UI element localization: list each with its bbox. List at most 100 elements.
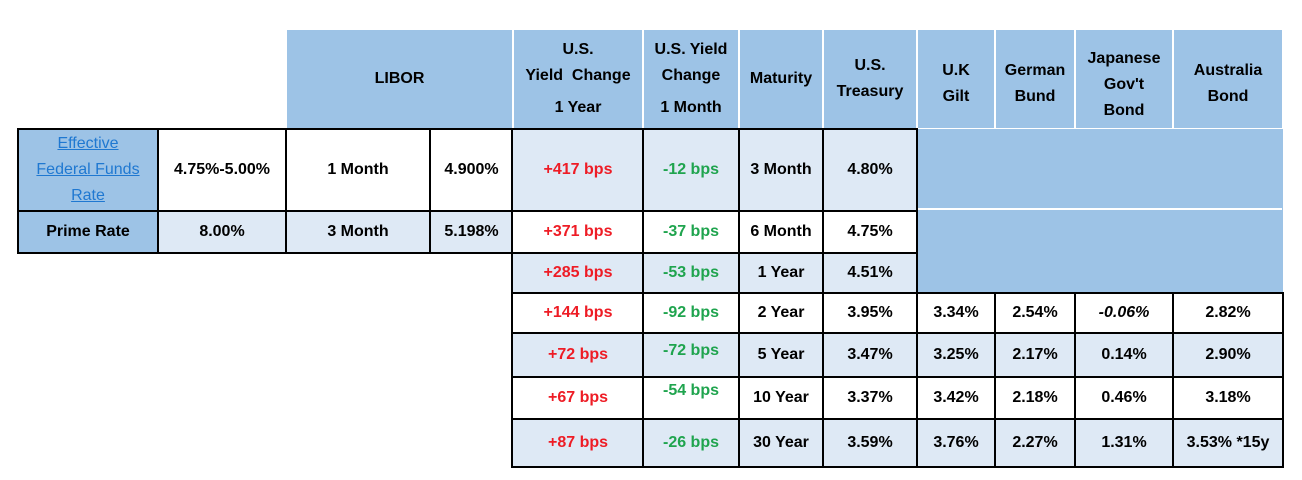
chg-1m-0-text: -12 bps	[662, 161, 719, 178]
table-row-2-treasury: 4.51%	[823, 253, 917, 293]
table-row-5-aus: 3.18%	[1173, 377, 1283, 419]
table-row-3-chg-1m: -92 bps	[643, 293, 739, 333]
jgb-3-text: -0.06%	[1098, 304, 1150, 321]
table-row-3-jgb: -0.06%	[1075, 293, 1173, 333]
maturity-1-text: 6 Month	[750, 223, 812, 240]
table-row-6-treasury: 3.59%	[823, 419, 917, 467]
table-row-5-maturity: 10 Year	[739, 377, 823, 419]
header-german-bund: German Bund	[995, 29, 1075, 129]
grid-line	[18, 128, 513, 130]
libor-rate-1-text: 4.900%	[444, 161, 499, 178]
table-row-4-gilt: 3.25%	[917, 333, 995, 377]
grid-line	[512, 466, 1284, 468]
table-row-6-chg-1m: -26 bps	[643, 419, 739, 467]
header-libor-label: LIBOR	[374, 70, 425, 87]
effective-fed-funds-link[interactable]: Effective Federal Funds Rate	[36, 131, 139, 209]
grid-line	[822, 128, 824, 468]
table-row-3-gilt: 3.34%	[917, 293, 995, 333]
jgb-6-text: 1.31%	[1101, 434, 1147, 451]
header-yield-change-1y-line3: 1 Year	[554, 99, 602, 116]
table-row-1-chg-1m: -37 bps	[643, 211, 739, 253]
table-row-5-chg-1y: +67 bps	[513, 377, 643, 419]
table-row-5-treasury: 3.37%	[823, 377, 917, 419]
chg-1m-1-text: -37 bps	[662, 223, 719, 240]
header-maturity: Maturity	[739, 29, 823, 129]
prime-rate-value: 8.00%	[158, 211, 286, 253]
maturity-5-text: 10 Year	[753, 389, 809, 406]
treasury-1-text: 4.75%	[847, 223, 893, 240]
foreign-bonds-empty-block-top	[917, 129, 1283, 209]
header-japanese-bond: Japanese Gov't Bond	[1075, 29, 1173, 129]
table-row-1-treasury: 4.75%	[823, 211, 917, 253]
grid-line	[1074, 292, 1076, 468]
header-yield-change-1m-line2: Change	[661, 67, 721, 84]
gilt-6-text: 3.76%	[933, 434, 979, 451]
treasury-5-text: 3.37%	[847, 389, 893, 406]
table-row-4-chg-1m: -72 bps	[643, 333, 739, 377]
table-row-4-aus: 2.90%	[1173, 333, 1283, 377]
header-uk-gilt: U.K Gilt	[917, 29, 995, 129]
chg-1y-1-text: +371 bps	[543, 223, 613, 240]
grid-line	[512, 332, 1284, 334]
table-row-2-chg-1y: +285 bps	[513, 253, 643, 293]
grid-line	[157, 128, 159, 254]
table-row-6-gilt: 3.76%	[917, 419, 995, 467]
chg-1m-3-text: -92 bps	[662, 304, 719, 321]
grid-line	[18, 252, 513, 254]
header-us-treasury-line2: Treasury	[836, 83, 904, 100]
libor-rate-2-text: 5.198%	[444, 223, 499, 240]
grid-line	[512, 292, 1284, 294]
treasury-6-text: 3.59%	[847, 434, 893, 451]
table-row-5-gilt: 3.42%	[917, 377, 995, 419]
header-us-treasury-line1: U.S.	[854, 57, 886, 74]
table-row-6-maturity: 30 Year	[739, 419, 823, 467]
header-australia-bond-line1: Australia	[1193, 62, 1263, 79]
treasury-2-text: 4.51%	[847, 264, 893, 281]
jgb-5-text: 0.46%	[1101, 389, 1147, 406]
header-uk-gilt-line2: Gilt	[942, 88, 970, 105]
header-maturity-label: Maturity	[749, 70, 813, 87]
grid-line	[512, 128, 918, 130]
grid-line	[512, 252, 918, 254]
table-row-0-chg-1y: +417 bps	[513, 129, 643, 211]
grid-line	[512, 376, 1284, 378]
libor-term-1-text: 1 Month	[327, 161, 389, 178]
fed-funds-value: 4.75%-5.00%	[158, 129, 286, 211]
header-yield-change-1m-line3: 1 Month	[660, 99, 722, 116]
chg-1y-2-text: +285 bps	[543, 264, 613, 281]
bund-5-text: 2.18%	[1012, 389, 1058, 406]
treasury-0-text: 4.80%	[847, 161, 893, 178]
effective-fed-funds-line1: Effective	[57, 135, 119, 152]
treasury-4-text: 3.47%	[847, 346, 893, 363]
gilt-4-text: 3.25%	[933, 346, 979, 363]
grid-line	[916, 128, 918, 468]
grid-line	[512, 210, 918, 212]
header-japanese-bond-line2: Gov't	[1103, 76, 1145, 93]
bund-6-text: 2.27%	[1012, 434, 1058, 451]
grid-line	[285, 128, 287, 254]
libor-term-2: 3 Month	[286, 211, 430, 253]
header-libor: LIBOR	[286, 29, 513, 129]
libor-term-2-text: 3 Month	[327, 223, 389, 240]
header-us-treasury: U.S. Treasury	[823, 29, 917, 129]
maturity-6-text: 30 Year	[753, 434, 809, 451]
chg-1y-4-text: +72 bps	[547, 346, 609, 363]
grid-line	[642, 128, 644, 468]
table-row-0-chg-1m: -12 bps	[643, 129, 739, 211]
aus-4-text: 2.90%	[1205, 346, 1251, 363]
table-row-3-aus: 2.82%	[1173, 293, 1283, 333]
maturity-3-text: 2 Year	[757, 304, 805, 321]
grid-line	[511, 128, 513, 468]
grid-line	[17, 128, 19, 254]
gilt-5-text: 3.42%	[933, 389, 979, 406]
header-yield-change-1y: U.S. Yield Change 1 Year	[513, 29, 643, 129]
foreign-bonds-empty-block-bottom	[917, 209, 1283, 293]
table-row-6-aus: 3.53% *15y	[1173, 419, 1283, 467]
chg-1m-5-text: -54 bps	[662, 382, 719, 399]
table-row-1-maturity: 6 Month	[739, 211, 823, 253]
table-row-5-bund: 2.18%	[995, 377, 1075, 419]
effective-fed-funds-cell: Effective Federal Funds Rate	[18, 129, 158, 211]
chg-1m-6-text: -26 bps	[662, 434, 719, 451]
table-row-3-chg-1y: +144 bps	[513, 293, 643, 333]
